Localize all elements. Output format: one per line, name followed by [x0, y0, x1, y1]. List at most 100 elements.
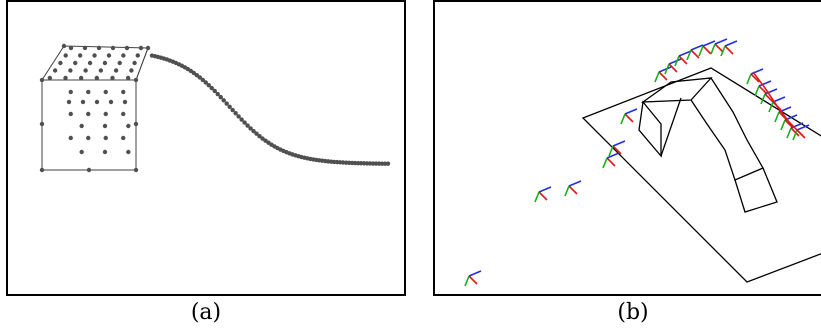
camera-axes-11: [710, 38, 728, 55]
point-46: [68, 135, 73, 141]
point-29: [125, 75, 131, 81]
point-3: [110, 45, 116, 51]
caption-a: (a): [190, 300, 222, 325]
camera-axes-3: [602, 152, 620, 169]
camera-axes-2: [564, 180, 582, 197]
point-28: [110, 75, 115, 81]
point-83: [212, 88, 217, 94]
point-25: [63, 75, 68, 81]
camera-axes-5: [620, 108, 638, 125]
point-5: [138, 45, 144, 51]
point-96: [251, 128, 256, 134]
point-0: [68, 45, 74, 51]
point-20: [83, 68, 88, 73]
point-44: [102, 123, 108, 129]
point-37: [108, 99, 114, 105]
point-77: [194, 72, 200, 78]
cube-wireframe: [41, 45, 149, 171]
point-42: [121, 111, 126, 117]
trajectory-line: [752, 71, 804, 137]
camera-axes-9: [686, 44, 704, 61]
point-91: [236, 114, 241, 119]
point-51: [102, 149, 108, 155]
caption-b: (b): [617, 300, 649, 325]
camera-axes-6: [654, 66, 672, 83]
point-86: [221, 98, 226, 103]
camera-axes-15: [760, 88, 778, 105]
point-55: [39, 167, 45, 173]
point-48: [103, 135, 108, 141]
point-1: [82, 45, 88, 51]
point-82: [209, 85, 214, 91]
point-38: [122, 99, 128, 105]
point-88: [227, 104, 232, 109]
panel-b: [433, 0, 821, 296]
point-31: [86, 89, 91, 95]
point-58: [133, 121, 139, 127]
point-11: [135, 53, 140, 58]
point-43: [79, 123, 84, 129]
point-27: [94, 75, 100, 81]
point-15: [102, 60, 108, 66]
point-89: [230, 107, 235, 113]
point-32: [103, 89, 108, 95]
point-24: [47, 75, 53, 81]
point-33: [121, 89, 126, 95]
point-14: [87, 60, 93, 66]
point-22: [113, 68, 119, 73]
panel-a: [6, 0, 406, 296]
point-87: [224, 101, 229, 106]
point-141: [385, 161, 391, 166]
camera-pose-markers: [464, 38, 810, 287]
point-18: [52, 68, 58, 73]
point-9: [106, 53, 112, 58]
point-16: [117, 60, 122, 66]
point-95: [248, 126, 253, 131]
point-85: [218, 94, 223, 100]
point-59: [133, 77, 139, 83]
point-79: [200, 77, 205, 83]
point-92: [239, 117, 244, 122]
point-56: [86, 167, 92, 173]
point-45: [126, 123, 131, 129]
point-90: [233, 111, 238, 116]
point-2: [96, 45, 102, 51]
shape-end-face: [734, 167, 778, 213]
point-98: [257, 133, 262, 139]
camera-axes-0: [464, 270, 482, 287]
ground-plane: [581, 67, 821, 283]
point-23: [129, 68, 134, 73]
point-10: [121, 53, 126, 58]
point-21: [98, 68, 104, 73]
point-41: [103, 111, 108, 117]
point-26: [78, 75, 84, 81]
point-39: [68, 111, 73, 117]
point-36: [94, 99, 100, 105]
point-81: [206, 83, 211, 88]
point-6: [63, 53, 68, 58]
point-13: [73, 60, 78, 66]
point-93: [242, 120, 247, 125]
point-cloud-plot: [39, 43, 391, 173]
point-94: [245, 123, 250, 128]
camera-axes-14: [754, 80, 772, 97]
point-12: [58, 60, 63, 66]
shape-ramp: [690, 77, 764, 181]
point-7: [77, 53, 83, 58]
point-4: [124, 45, 130, 51]
cube-side-edge: [135, 47, 149, 81]
point-60: [61, 43, 67, 49]
camera-axes-19: [786, 122, 804, 139]
point-57: [133, 167, 139, 173]
point-50: [79, 149, 84, 155]
point-34: [66, 99, 72, 105]
camera-axes-12: [720, 40, 738, 57]
camera-axes-1: [534, 186, 552, 203]
point-cloud: [39, 43, 391, 173]
cube-top-face: [41, 45, 149, 81]
camera-axes-10: [698, 40, 716, 57]
point-97: [254, 131, 259, 136]
point-49: [121, 135, 126, 141]
point-17: [132, 60, 137, 66]
point-30: [68, 89, 73, 95]
